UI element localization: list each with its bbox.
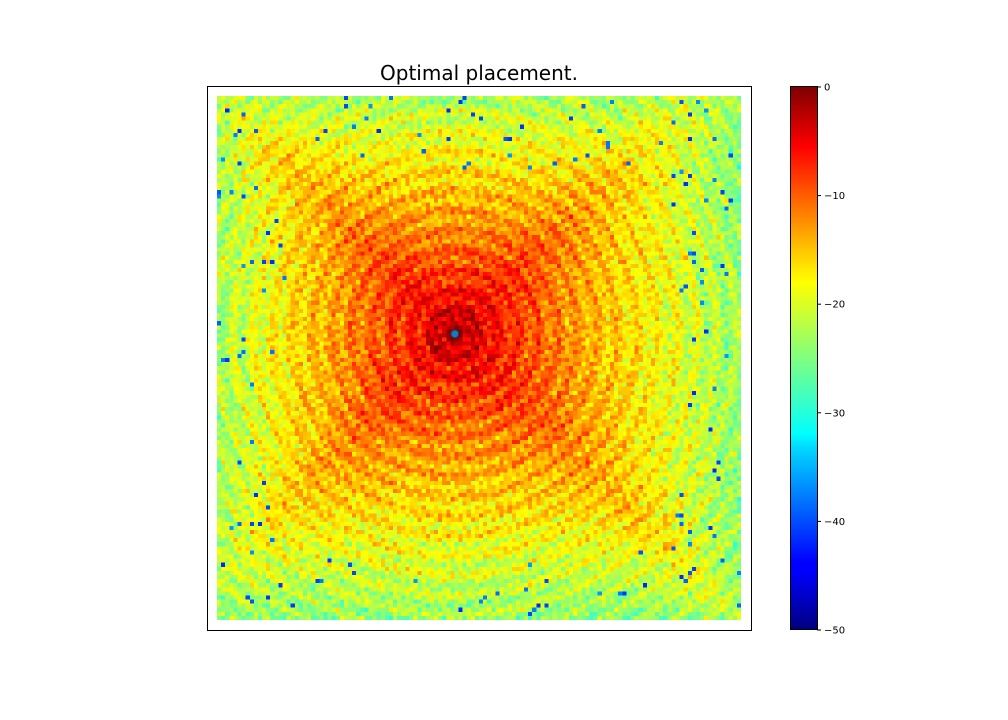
- colorbar-tick-label: −20: [824, 300, 845, 311]
- colorbar-frame: [790, 86, 818, 630]
- chart-title: Optimal placement.: [380, 61, 578, 85]
- colorbar-tick-label: −40: [824, 517, 845, 528]
- colorbar-gradient: [790, 87, 817, 630]
- heatmap: [217, 96, 741, 620]
- colorbar-tick-label: −30: [824, 408, 845, 419]
- heatmap-image: [217, 96, 741, 620]
- peak-marker: [450, 329, 460, 339]
- colorbar-tick-label: 0: [824, 83, 830, 94]
- colorbar-tick-label: −10: [824, 191, 845, 202]
- colorbar: 0 −10 −20 −30 −40 −50: [790, 83, 845, 637]
- colorbar-tick-label: −50: [824, 626, 845, 637]
